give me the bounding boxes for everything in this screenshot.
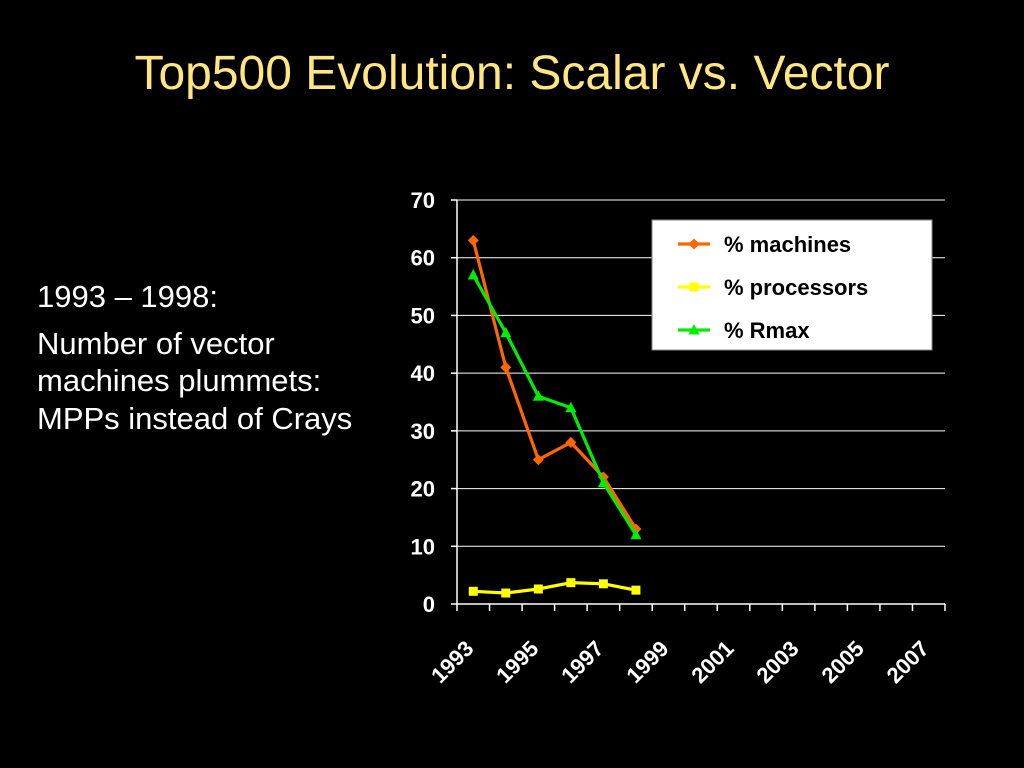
y-tick-label: 20 [411, 477, 435, 502]
slide-body-text: 1993 – 1998: Number of vector machines p… [37, 278, 357, 447]
y-tick-label: 60 [411, 246, 435, 271]
legend-label: % machines [724, 232, 851, 257]
y-tick-label: 70 [411, 188, 435, 213]
data-point-machines [565, 436, 577, 448]
data-point-machines [467, 234, 479, 246]
x-tick-label: 1995 [491, 636, 543, 688]
body-line-description: Number of vector machines plummets: MPPs… [37, 326, 353, 436]
data-point-machines [532, 454, 544, 466]
data-point-processors [468, 586, 478, 596]
y-tick-label: 10 [411, 534, 435, 559]
chart-legend: % machines % processors % Rmax [651, 219, 933, 351]
data-point-processors [533, 584, 543, 594]
data-point-rmax [500, 326, 512, 338]
legend-label: % processors [724, 275, 868, 300]
data-point-processors [566, 578, 576, 588]
x-tick-label: 2001 [686, 636, 738, 688]
x-tick-label: 2003 [751, 636, 803, 688]
y-tick-label: 40 [411, 361, 435, 386]
slide-title: Top500 Evolution: Scalar vs. Vector [134, 47, 890, 100]
data-point-rmax [565, 401, 577, 413]
x-tick-label: 1993 [426, 636, 478, 688]
body-line-period: 1993 – 1998: [37, 279, 219, 314]
data-point-machines [500, 361, 512, 373]
legend-swatch-marker [689, 282, 699, 292]
legend-swatch-marker [688, 238, 700, 250]
data-point-processors [598, 579, 608, 589]
x-tick-label: 2005 [817, 636, 869, 688]
x-tick-label: 1997 [556, 636, 608, 688]
y-tick-label: 30 [411, 419, 435, 444]
x-tick-label: 2007 [882, 636, 934, 688]
y-tick-label: 50 [411, 303, 435, 328]
legend-box [651, 219, 933, 351]
legend-swatch-marker [688, 324, 700, 335]
data-point-rmax [532, 390, 544, 401]
legend-label: % Rmax [724, 318, 810, 343]
series-line-processors [473, 581, 637, 595]
data-point-processors [631, 585, 641, 595]
data-point-rmax [467, 269, 479, 280]
series-line-rmax [471, 274, 638, 536]
data-point-rmax [630, 528, 642, 540]
x-tick-label: 1999 [621, 636, 673, 688]
data-point-processors [501, 588, 511, 598]
data-point-rmax [597, 476, 609, 488]
y-tick-label: 0 [423, 592, 435, 617]
series-line-machines [471, 240, 638, 530]
